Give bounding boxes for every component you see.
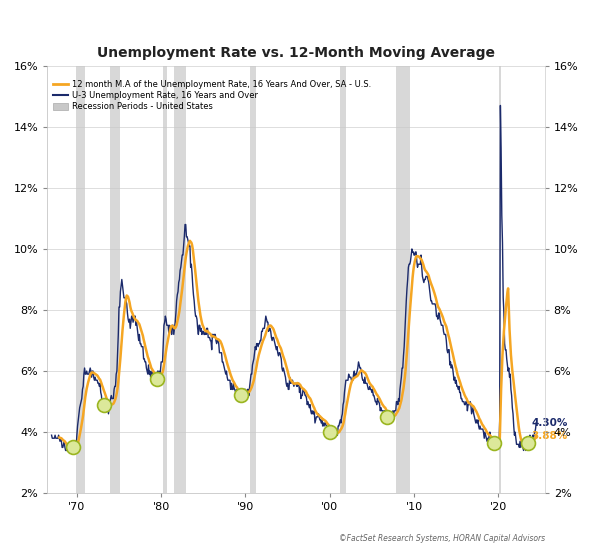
Text: ©FactSet Research Systems, HORAN Capital Advisors: ©FactSet Research Systems, HORAN Capital…	[339, 534, 545, 543]
Legend: 12 month M.A of the Unemployment Rate, 16 Years And Over, SA - U.S., U-3 Unemplo: 12 month M.A of the Unemployment Rate, 1…	[52, 78, 374, 113]
Bar	[397, 66, 410, 493]
Bar	[499, 66, 501, 493]
Text: 3.88%: 3.88%	[531, 431, 567, 441]
Title: Unemployment Rate vs. 12-Month Moving Average: Unemployment Rate vs. 12-Month Moving Av…	[97, 47, 495, 60]
Bar	[110, 66, 120, 493]
Bar	[250, 66, 256, 493]
Bar	[174, 66, 186, 493]
Bar	[76, 66, 85, 493]
Bar	[163, 66, 168, 493]
Bar	[340, 66, 346, 493]
Text: 4.30%: 4.30%	[531, 418, 568, 428]
